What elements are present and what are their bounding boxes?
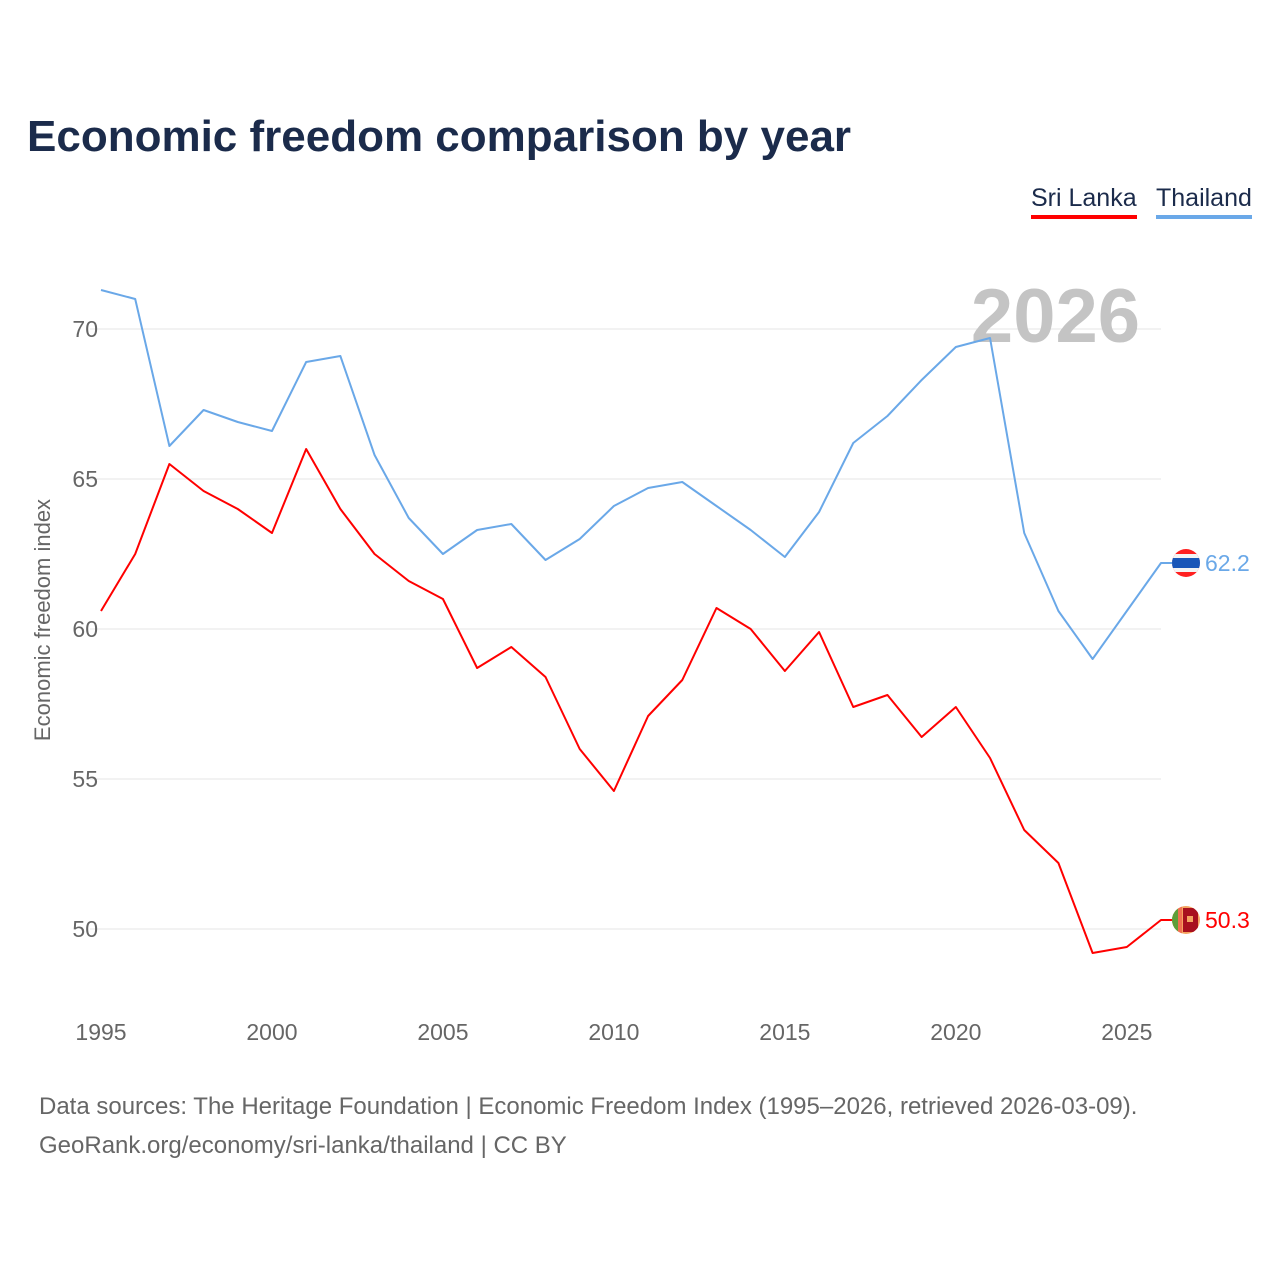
- sri-lanka-flag-icon: [1172, 906, 1200, 934]
- series-line-thailand: [100, 289, 1172, 660]
- x-tick-label: 2025: [1101, 1019, 1152, 1045]
- chart-title: Economic freedom comparison by year: [27, 112, 852, 161]
- end-value-label: 62.2: [1205, 550, 1250, 576]
- source-link[interactable]: GeoRank.org/economy/sri-lanka/thailand |…: [39, 1132, 567, 1159]
- x-tick-label: 2005: [417, 1019, 468, 1045]
- footer: Data sources: The Heritage Foundation | …: [39, 1087, 1137, 1165]
- legend-thailand[interactable]: Thailand: [1156, 184, 1252, 219]
- end-value-label: 50.3: [1205, 907, 1250, 933]
- x-tick-label: 2015: [759, 1019, 810, 1045]
- x-tick-label: 2010: [588, 1019, 639, 1045]
- x-tick-label: 1995: [75, 1019, 126, 1045]
- highlight-year: 2026: [971, 274, 1140, 359]
- y-tick-label: 70: [72, 316, 98, 342]
- x-tick-label: 2020: [930, 1019, 981, 1045]
- y-axis-label: Economic freedom index: [30, 499, 55, 741]
- legend-sri-lanka[interactable]: Sri Lanka: [1031, 184, 1137, 219]
- y-tick-label: 50: [72, 916, 98, 942]
- y-tick-label: 55: [72, 766, 98, 792]
- x-tick-label: 2000: [246, 1019, 297, 1045]
- series-line-sri-lanka: [100, 448, 1172, 954]
- y-tick-label: 65: [72, 466, 98, 492]
- source-note: Data sources: The Heritage Foundation | …: [39, 1093, 1138, 1120]
- thailand-flag-icon: [1172, 549, 1200, 577]
- y-tick-label: 60: [72, 616, 98, 642]
